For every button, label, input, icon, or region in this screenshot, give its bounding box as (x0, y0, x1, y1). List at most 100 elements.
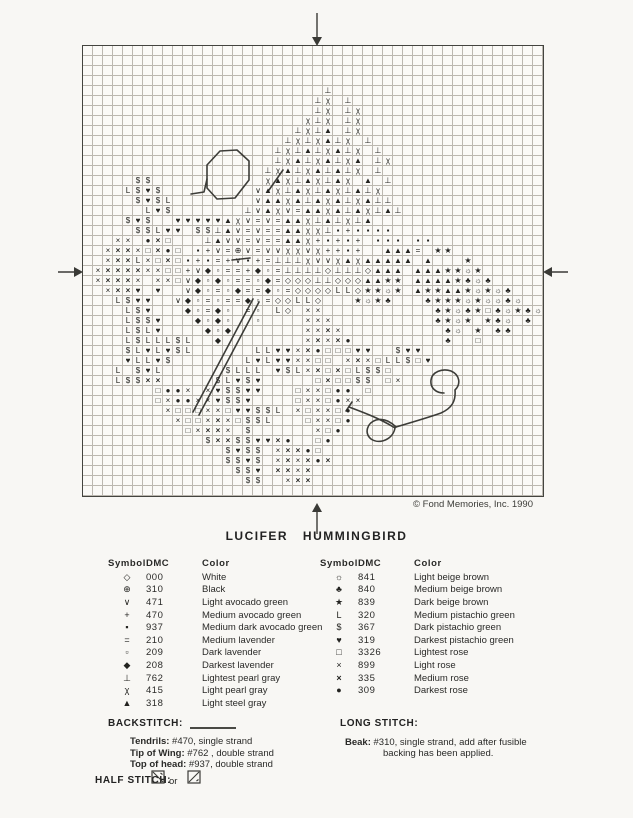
stitch-symbol: $ (235, 386, 241, 395)
stitch-symbol: ▲ (284, 166, 292, 175)
stitch-symbol: ☼ (504, 316, 512, 325)
stitch-symbol: × (205, 426, 211, 435)
stitch-symbol: × (105, 256, 111, 265)
pattern-title: LUCIFER HUMMINGBIRD (225, 529, 408, 543)
stitch-symbol: ★ (394, 286, 402, 295)
stitch-symbol: ∨ (185, 286, 191, 295)
stitch-symbol: ▲ (404, 246, 412, 255)
stitch-symbol: ⊥ (314, 276, 322, 285)
stitch-symbol: ◆ (214, 336, 222, 345)
stitch-symbol: ▲ (444, 286, 452, 295)
legend-header-symbol: Symbol (320, 558, 358, 569)
stitch-symbol: ▪ (336, 226, 340, 235)
legend-header-symbol: Symbol (108, 558, 146, 569)
stitch-symbol: ▲ (384, 246, 392, 255)
legend-row: ☼ 841 Light beige brown (320, 571, 540, 584)
legend-symbol: ☼ (320, 572, 358, 583)
stitch-symbol: ♥ (415, 346, 421, 355)
stitch-symbol: ♣ (495, 316, 501, 325)
stitch-symbol: ⊥ (294, 266, 302, 275)
legend-symbol: ⊥ (108, 673, 146, 684)
stitch-symbol: L (235, 366, 241, 375)
legend-color-name: Darkest pistachio green (414, 634, 514, 646)
legend-color-name: Medium lavender (202, 634, 275, 646)
stitch-symbol: ☼ (464, 296, 472, 305)
stitch-symbol: ♥ (135, 216, 141, 225)
stitch-symbol: ▲ (324, 186, 332, 195)
center-arrow-right (543, 267, 568, 277)
stitch-symbol: ★ (474, 306, 482, 315)
stitch-symbol: $ (405, 356, 411, 365)
stitch-symbol: ∨ (255, 236, 261, 245)
stitch-symbol: × (315, 396, 321, 405)
stitch-symbol: $ (135, 326, 141, 335)
stitch-symbol: = (415, 246, 421, 255)
stitch-symbol: ⊥ (344, 206, 352, 215)
stitch-symbol: $ (245, 436, 251, 445)
stitch-symbol: ⊥ (374, 146, 382, 155)
legend-color-name: Medium pistachio green (414, 609, 515, 621)
stitch-symbol: $ (175, 346, 181, 355)
stitch-symbol: ▲ (364, 196, 372, 205)
stitch-symbol: ▫ (276, 286, 280, 295)
stitch-symbol: ♥ (195, 216, 201, 225)
stitch-symbol: × (225, 426, 231, 435)
stitch-symbol: L (295, 296, 301, 305)
stitch-symbol: $ (235, 436, 241, 445)
stitch-symbol: □ (345, 366, 351, 375)
stitch-symbol: × (336, 659, 342, 670)
legend-dmc: 320 (358, 609, 376, 621)
legend-dmc: 209 (146, 647, 164, 659)
stitch-symbol: L (245, 356, 251, 365)
stitch-symbol: L (135, 256, 141, 265)
stitch-symbol: ⊥ (324, 176, 332, 185)
stitch-symbol: ⊥ (324, 166, 332, 175)
stitch-symbol: ♣ (336, 584, 342, 595)
stitch-symbol: □ (325, 356, 331, 365)
stitch-symbol: χ (285, 146, 291, 155)
stitch-symbol: × (305, 326, 311, 335)
stitch-symbol: χ (275, 166, 281, 175)
legend-dmc: 318 (146, 697, 164, 709)
stitch-symbol: ▪ (376, 236, 380, 245)
stitch-symbol: ♥ (425, 356, 431, 365)
stitch-symbol: ▲ (264, 186, 272, 195)
legend-color-name: Light avocado green (202, 596, 289, 608)
stitch-symbol: ⊥ (314, 96, 322, 105)
stitch-symbol: ⊥ (354, 266, 362, 275)
stitch-symbol: × (295, 356, 301, 365)
stitch-symbol: ▲ (334, 196, 342, 205)
stitch-symbol: $ (135, 176, 141, 185)
stitch-symbol: $ (255, 476, 261, 485)
stitch-symbol: = (225, 246, 231, 255)
legend-dmc: 367 (358, 622, 376, 634)
stitch-symbol: ☼ (454, 306, 462, 315)
stitch-symbol: $ (255, 446, 261, 455)
stitch-symbol: ● (185, 396, 191, 405)
stitch-symbol: $ (165, 356, 171, 365)
stitch-symbol: × (275, 466, 281, 475)
stitch-symbol: χ (275, 206, 281, 215)
stitch-symbol: ♣ (465, 276, 471, 285)
stitch-symbol: ◇ (324, 286, 332, 295)
stitch-symbol: ♣ (495, 326, 501, 335)
stitch-symbol: ⊥ (244, 206, 252, 215)
stitch-symbol: × (115, 276, 121, 285)
stitch-symbol: ★ (474, 266, 482, 275)
tendril-loop-upper-left (206, 149, 250, 200)
stitch-symbol: ▲ (264, 196, 272, 205)
stitch-symbol: ⊥ (354, 216, 362, 225)
stitch-symbol: $ (145, 216, 151, 225)
stitch-symbol: ♣ (505, 326, 511, 335)
stitch-symbol: □ (305, 406, 311, 415)
stitch-symbol: ⊕ (123, 584, 131, 595)
stitch-symbol: ♥ (245, 456, 251, 465)
long-stitch-item-detail: #310, single strand, add after fusible (373, 737, 527, 748)
stitch-symbol: ☼ (504, 306, 512, 315)
stitch-symbol: ★ (434, 296, 442, 305)
stitch-symbol: ∨ (255, 196, 261, 205)
legend-dmc: 841 (358, 571, 376, 583)
stitch-symbol: ▲ (334, 206, 342, 215)
stitch-symbol: L (165, 336, 171, 345)
stitch-symbol: × (275, 436, 281, 445)
